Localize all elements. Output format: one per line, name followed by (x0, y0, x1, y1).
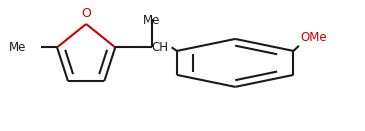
Text: O: O (81, 7, 91, 20)
Text: Me: Me (143, 14, 160, 27)
Text: OMe: OMe (301, 31, 327, 44)
Text: CH: CH (151, 41, 169, 54)
Text: Me: Me (9, 41, 26, 54)
